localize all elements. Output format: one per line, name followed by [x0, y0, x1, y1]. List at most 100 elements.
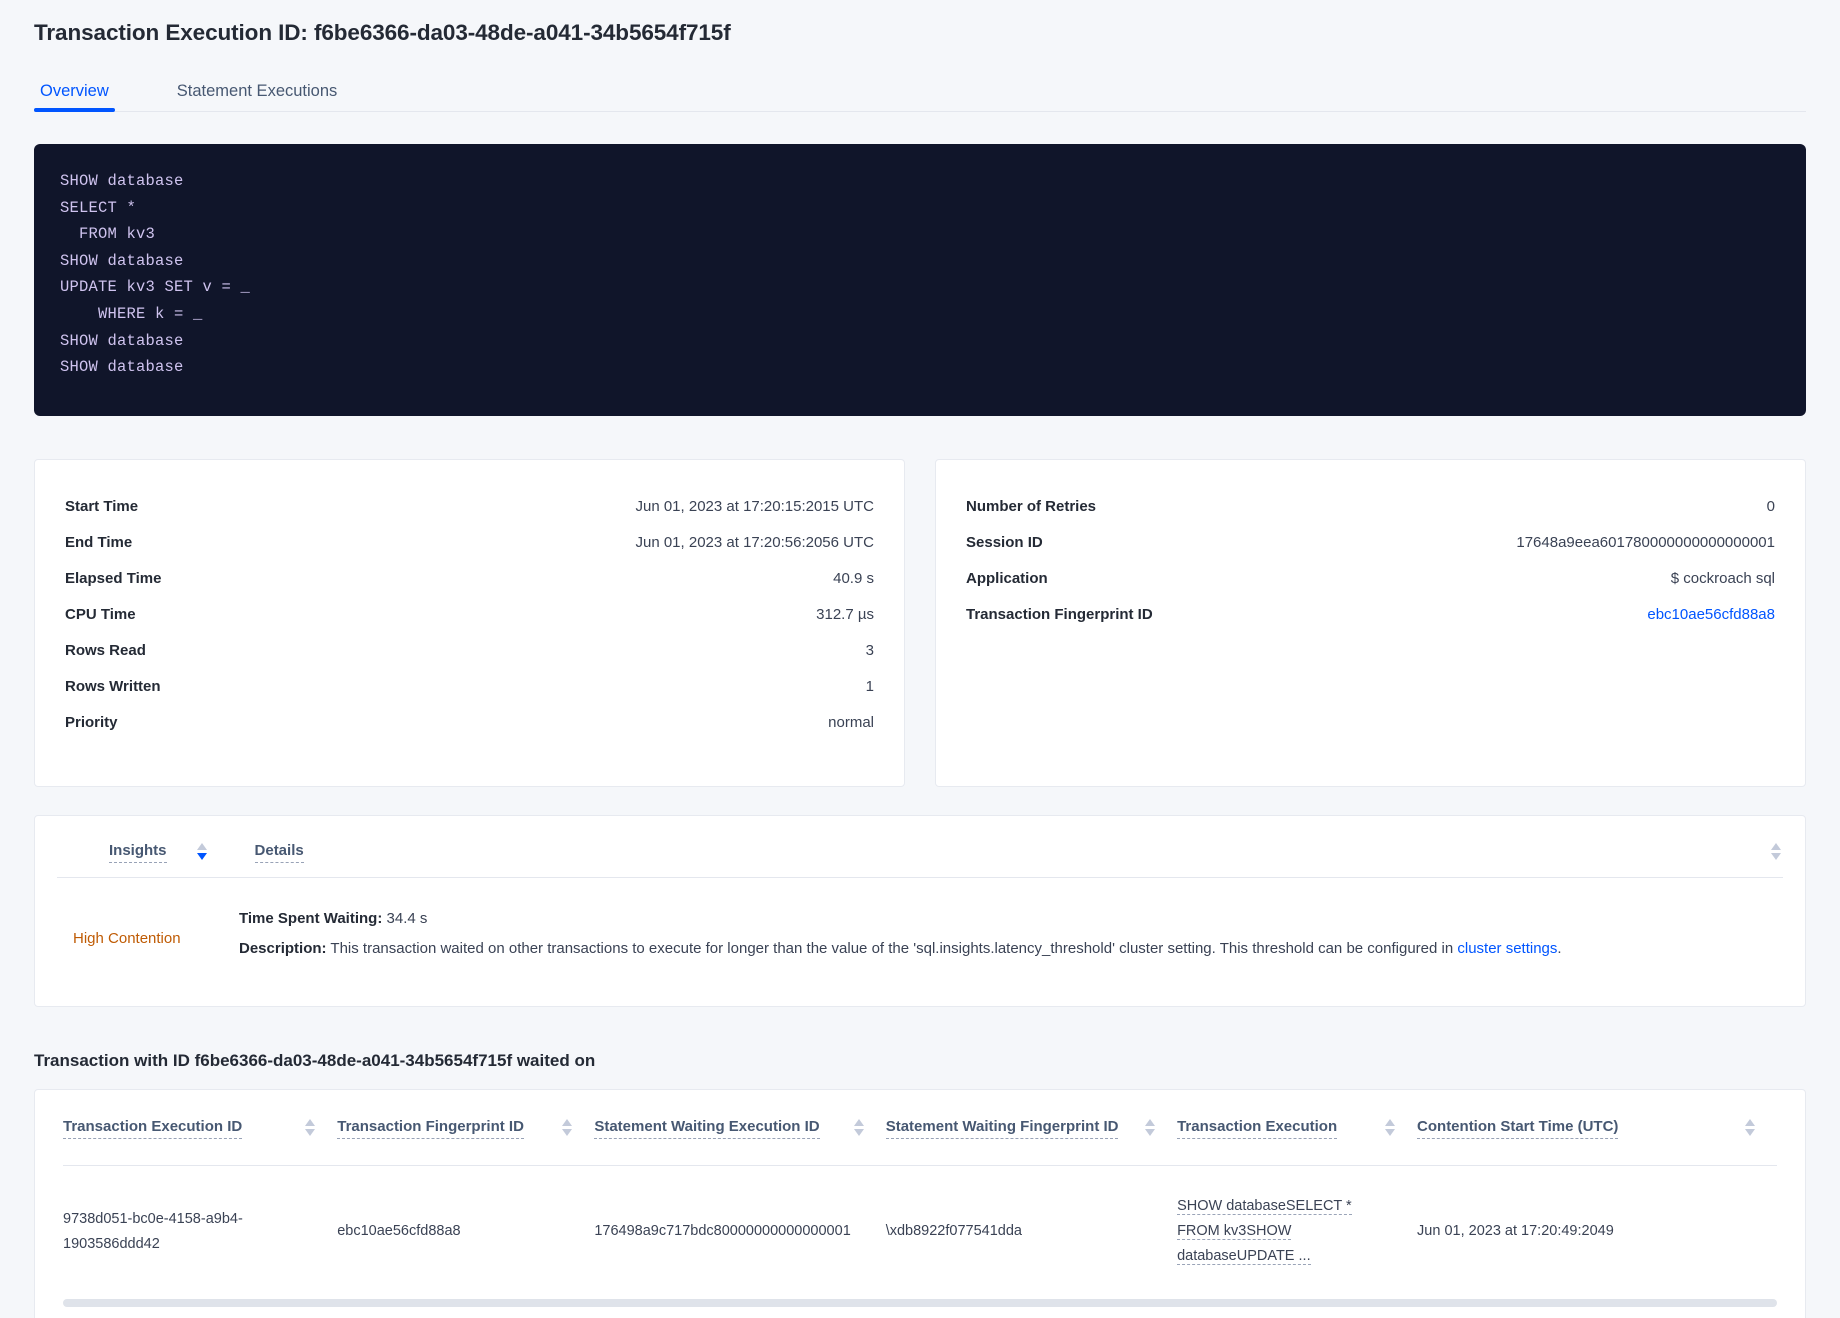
details-column-header[interactable]: Details [254, 842, 304, 864]
summary-label: Start Time [65, 497, 139, 515]
triangle-down-icon [1145, 1129, 1156, 1136]
summary-row-application: Application $ cockroach sql [966, 560, 1775, 596]
triangle-down-icon [196, 853, 207, 860]
summary-label: Priority [65, 713, 118, 731]
sort-toggle-icon[interactable] [562, 1119, 573, 1136]
page-title: Transaction Execution ID: f6be6366-da03-… [34, 20, 731, 45]
table-row: 9738d051-bc0e-4158-a9b4-1903586ddd42 ebc… [63, 1166, 1777, 1298]
summary-row-elapsed-time: Elapsed Time 40.9 s [65, 560, 874, 596]
sort-toggle-icon[interactable] [853, 1119, 864, 1136]
column-label: Statement Waiting Execution ID [594, 1118, 820, 1140]
summary-value: 40.9 s [833, 569, 874, 587]
sort-toggle-insights-icon[interactable] [196, 843, 207, 860]
triangle-up-icon [1745, 1119, 1755, 1126]
summary-label: CPU Time [65, 605, 136, 623]
summary-cards: Start Time Jun 01, 2023 at 17:20:15:2015… [34, 459, 1806, 787]
cell-statement-waiting-fingerprint-id: \xdb8922f077541dda [885, 1223, 1022, 1240]
triangle-down-icon [305, 1129, 316, 1136]
time-spent-waiting-value: 34.4 s [386, 910, 428, 927]
summary-row-priority: Priority normal [65, 704, 874, 740]
tab-statement-executions[interactable]: Statement Executions [176, 81, 338, 100]
insights-column-header[interactable]: Insights [109, 842, 167, 864]
summary-label: Elapsed Time [65, 569, 162, 587]
description-text: This transaction waited on other transac… [330, 940, 1458, 957]
summary-row-rows-read: Rows Read 3 [65, 632, 874, 668]
tab-overview[interactable]: Overview [34, 82, 115, 112]
summary-label: Transaction Fingerprint ID [966, 605, 1153, 623]
column-header-statement-waiting-fingerprint-id[interactable]: Statement Waiting Fingerprint ID [885, 1090, 1177, 1166]
horizontal-scrollbar[interactable] [63, 1299, 1777, 1308]
summary-row-session-id: Session ID 17648a9eea6017800000000000000… [966, 524, 1775, 560]
column-label: Transaction Fingerprint ID [337, 1118, 524, 1140]
cell-transaction-execution-id: 9738d051-bc0e-4158-a9b4-1903586ddd42 [63, 1210, 243, 1252]
cell-transaction-execution: SHOW databaseSELECT * FROM kv3SHOW datab… [1177, 1166, 1417, 1298]
sql-code-block: SHOW database SELECT * FROM kv3 SHOW dat… [34, 144, 1806, 416]
sort-toggle-icon[interactable] [1385, 1119, 1396, 1136]
triangle-down-icon [1771, 853, 1781, 860]
summary-value: 1 [865, 677, 874, 695]
insights-table-header: Insights Details [57, 816, 1783, 878]
waited-on-table-card: Transaction Execution ID Transaction Fin… [34, 1089, 1806, 1318]
sort-toggle-details-icon[interactable] [1771, 843, 1781, 860]
column-label: Statement Waiting Fingerprint ID [885, 1118, 1119, 1140]
triangle-up-icon [1385, 1119, 1396, 1126]
summary-value: normal [828, 713, 874, 731]
column-label: Transaction Execution [1177, 1118, 1338, 1140]
transaction-execution-preview[interactable]: SHOW databaseSELECT * FROM kv3SHOW datab… [1177, 1198, 1352, 1266]
summary-row-end-time: End Time Jun 01, 2023 at 17:20:56:2056 U… [65, 524, 874, 560]
code-line: WHERE k = _ [60, 304, 203, 323]
column-label: Transaction Execution ID [63, 1118, 243, 1140]
cluster-settings-link[interactable]: cluster settings [1457, 940, 1558, 957]
summary-label: Application [966, 569, 1048, 587]
sort-toggle-icon[interactable] [1145, 1119, 1156, 1136]
summary-row-cpu-time: CPU Time 312.7 µs [65, 596, 874, 632]
code-line: SHOW database [60, 172, 184, 190]
triangle-down-icon [853, 1129, 864, 1136]
insight-time-spent-waiting: Time Spent Waiting: 34.4 s [239, 904, 1562, 934]
column-label: Contention Start Time (UTC) [1417, 1118, 1619, 1140]
cell-transaction-fingerprint-id: ebc10ae56cfd88a8 [337, 1223, 461, 1240]
triangle-up-icon [305, 1119, 316, 1126]
insight-name-high-contention[interactable]: High Contention [73, 930, 181, 947]
code-line: FROM kv3 [60, 225, 156, 244]
transaction-fingerprint-id-link[interactable]: ebc10ae56cfd88a8 [1647, 605, 1775, 623]
triangle-down-icon [1385, 1129, 1396, 1136]
triangle-down-icon [1745, 1129, 1755, 1136]
cell-statement-waiting-execution-id: 176498a9c717bdc80000000000000001 [594, 1223, 851, 1240]
summary-row-rows-written: Rows Written 1 [65, 668, 874, 704]
summary-value: 17648a9eea601780000000000000001 [1516, 533, 1775, 551]
horizontal-scroll-area [63, 1297, 1777, 1318]
insight-details: Time Spent Waiting: 34.4 s Description: … [239, 904, 1562, 964]
summary-value: 0 [1766, 497, 1775, 515]
description-tail: . [1557, 940, 1562, 957]
column-header-contention-start-time[interactable]: Contention Start Time (UTC) [1417, 1090, 1777, 1166]
summary-value: 312.7 µs [816, 605, 874, 623]
sort-toggle-icon[interactable] [305, 1119, 316, 1136]
waited-on-table: Transaction Execution ID Transaction Fin… [63, 1090, 1777, 1297]
sort-toggle-icon[interactable] [1745, 1119, 1755, 1136]
description-label: Description: [239, 940, 327, 957]
summary-label: Session ID [966, 533, 1043, 551]
code-line: UPDATE kv3 SET v = _ [60, 278, 251, 297]
summary-row-number-of-retries: Number of Retries 0 [966, 488, 1775, 524]
summary-card-right: Number of Retries 0 Session ID 17648a9ee… [935, 459, 1806, 787]
triangle-up-icon [196, 843, 207, 850]
summary-value: $ cockroach sql [1670, 569, 1775, 587]
table-header-row: Transaction Execution ID Transaction Fin… [63, 1090, 1777, 1166]
summary-row-transaction-fingerprint-id: Transaction Fingerprint ID ebc10ae56cfd8… [966, 596, 1775, 632]
triangle-down-icon [562, 1129, 573, 1136]
triangle-up-icon [1145, 1119, 1156, 1126]
summary-label: Rows Read [65, 641, 146, 659]
column-header-transaction-execution[interactable]: Transaction Execution [1177, 1090, 1417, 1166]
triangle-up-icon [1771, 843, 1781, 850]
code-line: SELECT * [60, 198, 137, 217]
summary-label: End Time [65, 533, 133, 551]
insights-panel: Insights Details High Contention Time Sp… [34, 815, 1806, 1007]
insight-description: Description: This transaction waited on … [239, 934, 1562, 964]
column-header-transaction-fingerprint-id[interactable]: Transaction Fingerprint ID [337, 1090, 594, 1166]
column-header-transaction-execution-id[interactable]: Transaction Execution ID [63, 1090, 337, 1166]
tab-bar: Overview Statement Executions [34, 68, 1806, 112]
column-header-statement-waiting-execution-id[interactable]: Statement Waiting Execution ID [594, 1090, 885, 1166]
waited-on-section-title: Transaction with ID f6be6366-da03-48de-a… [34, 1051, 596, 1070]
